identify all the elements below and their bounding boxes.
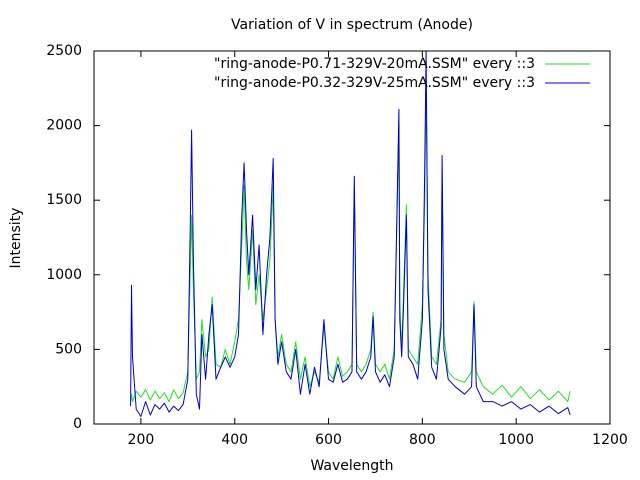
y-tick-label: 1000 [46,267,82,283]
x-axis-label: Wavelength [310,458,393,474]
y-tick-label: 500 [55,341,82,357]
x-tick-label: 800 [409,432,436,448]
series-line [130,80,571,403]
legend-label: "ring-anode-P0.32-329V-25mA.SSM" every :… [214,75,535,91]
y-tick-label: 2500 [46,43,82,59]
x-tick-label: 400 [221,432,248,448]
x-tick-label: 1200 [592,432,628,448]
x-tick-label: 600 [315,432,342,448]
series-line [130,50,571,417]
x-tick-label: 1000 [498,432,534,448]
plot-area [130,50,571,417]
y-tick-label: 1500 [46,192,82,208]
x-tick-label: 200 [128,432,155,448]
legend-label: "ring-anode-P0.71-329V-20mA.SSM" every :… [214,56,535,72]
y-axis-label: Intensity [8,208,24,269]
plot-frame [93,50,611,425]
y-tick-label: 2000 [46,118,82,134]
chart-title: Variation of V in spectrum (Anode) [231,17,473,33]
y-tick-label: 0 [73,416,82,432]
